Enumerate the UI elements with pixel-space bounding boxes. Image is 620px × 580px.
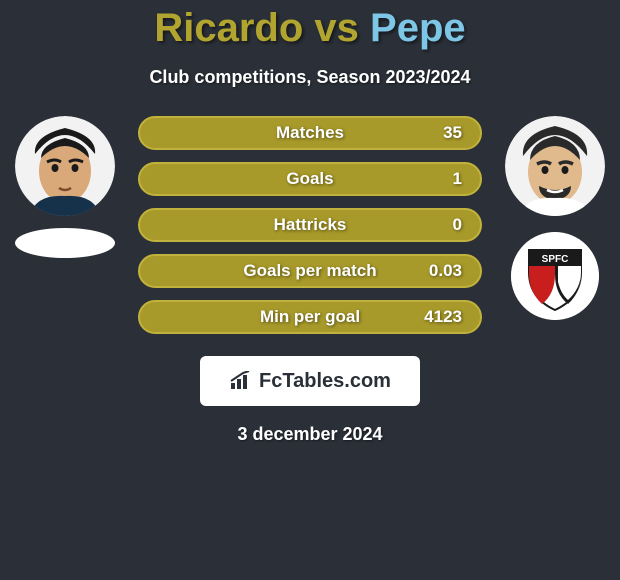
player1-name: Ricardo [154, 6, 303, 50]
stat-right-value: 4123 [422, 307, 462, 327]
player2-name: Pepe [370, 6, 466, 50]
left-column [10, 116, 120, 258]
snapshot-date: 3 december 2024 [0, 424, 620, 445]
stat-right-value: 35 [422, 123, 462, 143]
stat-right-value: 0.03 [422, 261, 462, 281]
person-icon [505, 116, 605, 216]
brand-badge: FcTables.com [200, 356, 420, 406]
player1-club-badge [15, 228, 115, 258]
stat-label: Hattricks [274, 215, 347, 235]
stat-row: Hattricks 0 [138, 208, 482, 242]
right-column: SPFC [500, 116, 610, 320]
shield-icon: SPFC [511, 232, 599, 320]
subtitle: Club competitions, Season 2023/2024 [0, 67, 620, 88]
player1-avatar [15, 116, 115, 216]
stat-row: Goals per match 0.03 [138, 254, 482, 288]
stat-right-value: 1 [422, 169, 462, 189]
chart-icon [229, 371, 253, 391]
stats-column: Matches 35 Goals 1 Hattricks 0 Goals per… [120, 116, 500, 334]
stat-label: Goals per match [243, 261, 376, 281]
stat-label: Goals [286, 169, 333, 189]
vs-text: vs [303, 6, 370, 50]
stat-label: Matches [276, 123, 344, 143]
player2-club-badge: SPFC [511, 232, 599, 320]
stat-row: Min per goal 4123 [138, 300, 482, 334]
player2-avatar [505, 116, 605, 216]
person-icon [15, 116, 115, 216]
brand-text: FcTables.com [259, 370, 391, 393]
page-title: Ricardo vs Pepe [0, 0, 620, 51]
svg-text:SPFC: SPFC [542, 254, 569, 265]
stat-right-value: 0 [422, 215, 462, 235]
stat-row: Goals 1 [138, 162, 482, 196]
comparison-row: Matches 35 Goals 1 Hattricks 0 Goals per… [0, 116, 620, 334]
stat-row: Matches 35 [138, 116, 482, 150]
stat-label: Min per goal [260, 307, 360, 327]
